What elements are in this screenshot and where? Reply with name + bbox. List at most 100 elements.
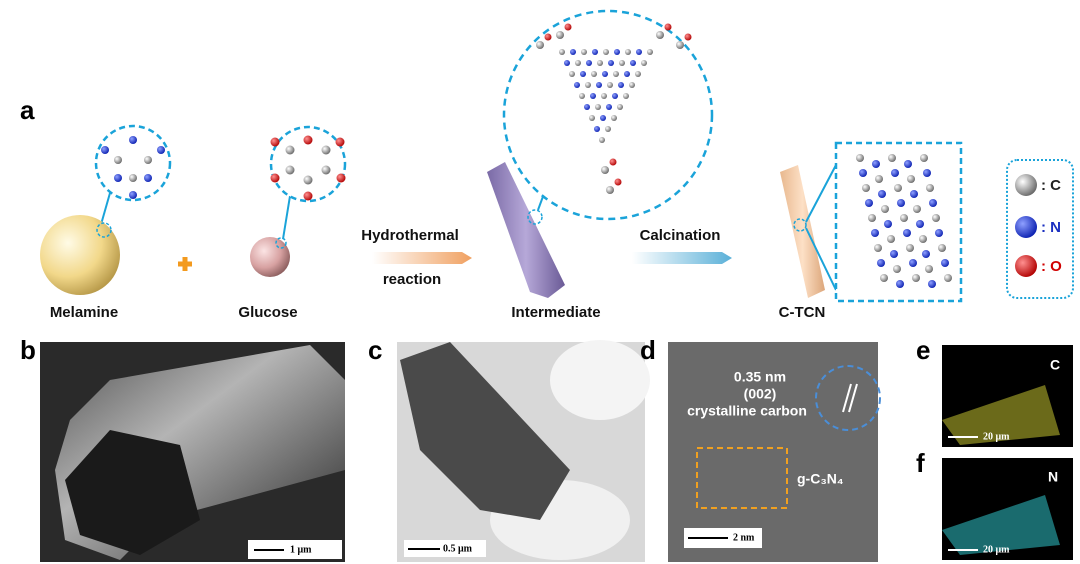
- atom: [888, 154, 896, 162]
- atom: [925, 265, 933, 273]
- atom: [609, 158, 617, 166]
- zoom-circle: [502, 9, 714, 221]
- atom: [923, 169, 931, 177]
- scale-label: 1 μm: [290, 544, 312, 555]
- sem-opening: [65, 430, 200, 555]
- atom: [929, 199, 937, 207]
- melamine-label: Melamine: [50, 304, 118, 321]
- atom: [913, 205, 921, 213]
- atom: [617, 104, 623, 110]
- arrow: [632, 252, 732, 264]
- plus-sign: [178, 257, 192, 271]
- atom: [928, 280, 936, 288]
- atom: [601, 166, 609, 174]
- scale-label: 20 μm: [983, 544, 1010, 555]
- atom: [935, 229, 943, 237]
- atom: [570, 49, 576, 55]
- atom: [893, 265, 901, 273]
- atom: [926, 184, 934, 192]
- atom: [611, 115, 617, 121]
- panel-label: d: [640, 335, 656, 365]
- zoom-marker: [527, 209, 543, 225]
- zoom-box: [834, 141, 963, 303]
- atom: [623, 93, 629, 99]
- atom: [564, 60, 570, 66]
- atom: [606, 104, 612, 110]
- atom: [144, 174, 152, 182]
- atom: [114, 174, 122, 182]
- atom: [612, 93, 618, 99]
- atom: [129, 191, 137, 199]
- glucose-label: Glucose: [238, 304, 297, 321]
- atom: [874, 244, 882, 252]
- atom: [938, 244, 946, 252]
- atom: [157, 146, 165, 154]
- atom: [608, 60, 614, 66]
- atom: [285, 165, 295, 175]
- atom: [270, 137, 280, 147]
- intermediate-label: Intermediate: [511, 304, 600, 321]
- scale-bar-box: [248, 540, 342, 559]
- tem-hole: [550, 340, 650, 420]
- atom: [635, 71, 641, 77]
- legend-atom: [1015, 216, 1037, 238]
- atom: [900, 214, 908, 222]
- legend-label: : O: [1041, 258, 1062, 275]
- atom: [335, 137, 345, 147]
- panel-label: a: [20, 95, 35, 125]
- atom: [875, 175, 883, 183]
- atom: [887, 235, 895, 243]
- melamine-sphere: [40, 215, 120, 295]
- tem-tube: [400, 342, 570, 520]
- atom: [922, 250, 930, 258]
- atom: [581, 49, 587, 55]
- atom: [868, 214, 876, 222]
- atom: [603, 49, 609, 55]
- atom: [597, 60, 603, 66]
- atom: [910, 190, 918, 198]
- atom: [564, 23, 572, 31]
- atom: [613, 71, 619, 77]
- atom: [903, 229, 911, 237]
- atom: [884, 220, 892, 228]
- eds-signal: [942, 385, 1060, 445]
- atom: [872, 160, 880, 168]
- atom: [676, 41, 684, 49]
- atom: [877, 259, 885, 267]
- arrow: [372, 252, 472, 264]
- legend-label: : N: [1041, 219, 1061, 236]
- element-label: C: [1050, 357, 1060, 373]
- scale-bar-box: [404, 540, 486, 557]
- atom: [599, 137, 605, 143]
- atom: [629, 82, 635, 88]
- panel-label: b: [20, 335, 36, 365]
- atom: [569, 71, 575, 77]
- atom: [579, 93, 585, 99]
- atom: [878, 190, 886, 198]
- atom: [920, 154, 928, 162]
- atom: [592, 49, 598, 55]
- zoom-circle: [815, 365, 881, 431]
- intermediate-rod: [487, 162, 565, 298]
- atom: [890, 250, 898, 258]
- atom: [904, 160, 912, 168]
- atom: [556, 31, 564, 39]
- atom: [684, 33, 692, 41]
- atom: [586, 60, 592, 66]
- atom: [336, 173, 346, 183]
- zoom-marker: [275, 237, 287, 249]
- scale-label: 0.5 μm: [443, 543, 473, 554]
- atom: [129, 174, 137, 182]
- atom: [862, 184, 870, 192]
- zoom-marker: [793, 218, 807, 232]
- atom: [906, 244, 914, 252]
- atom: [636, 49, 642, 55]
- atom: [607, 82, 613, 88]
- hrtem-image: [668, 342, 878, 562]
- atom: [894, 184, 902, 192]
- region-box: [696, 447, 788, 509]
- annotation: g-C₃N₄: [797, 471, 844, 487]
- atom: [932, 214, 940, 222]
- atom: [303, 191, 313, 201]
